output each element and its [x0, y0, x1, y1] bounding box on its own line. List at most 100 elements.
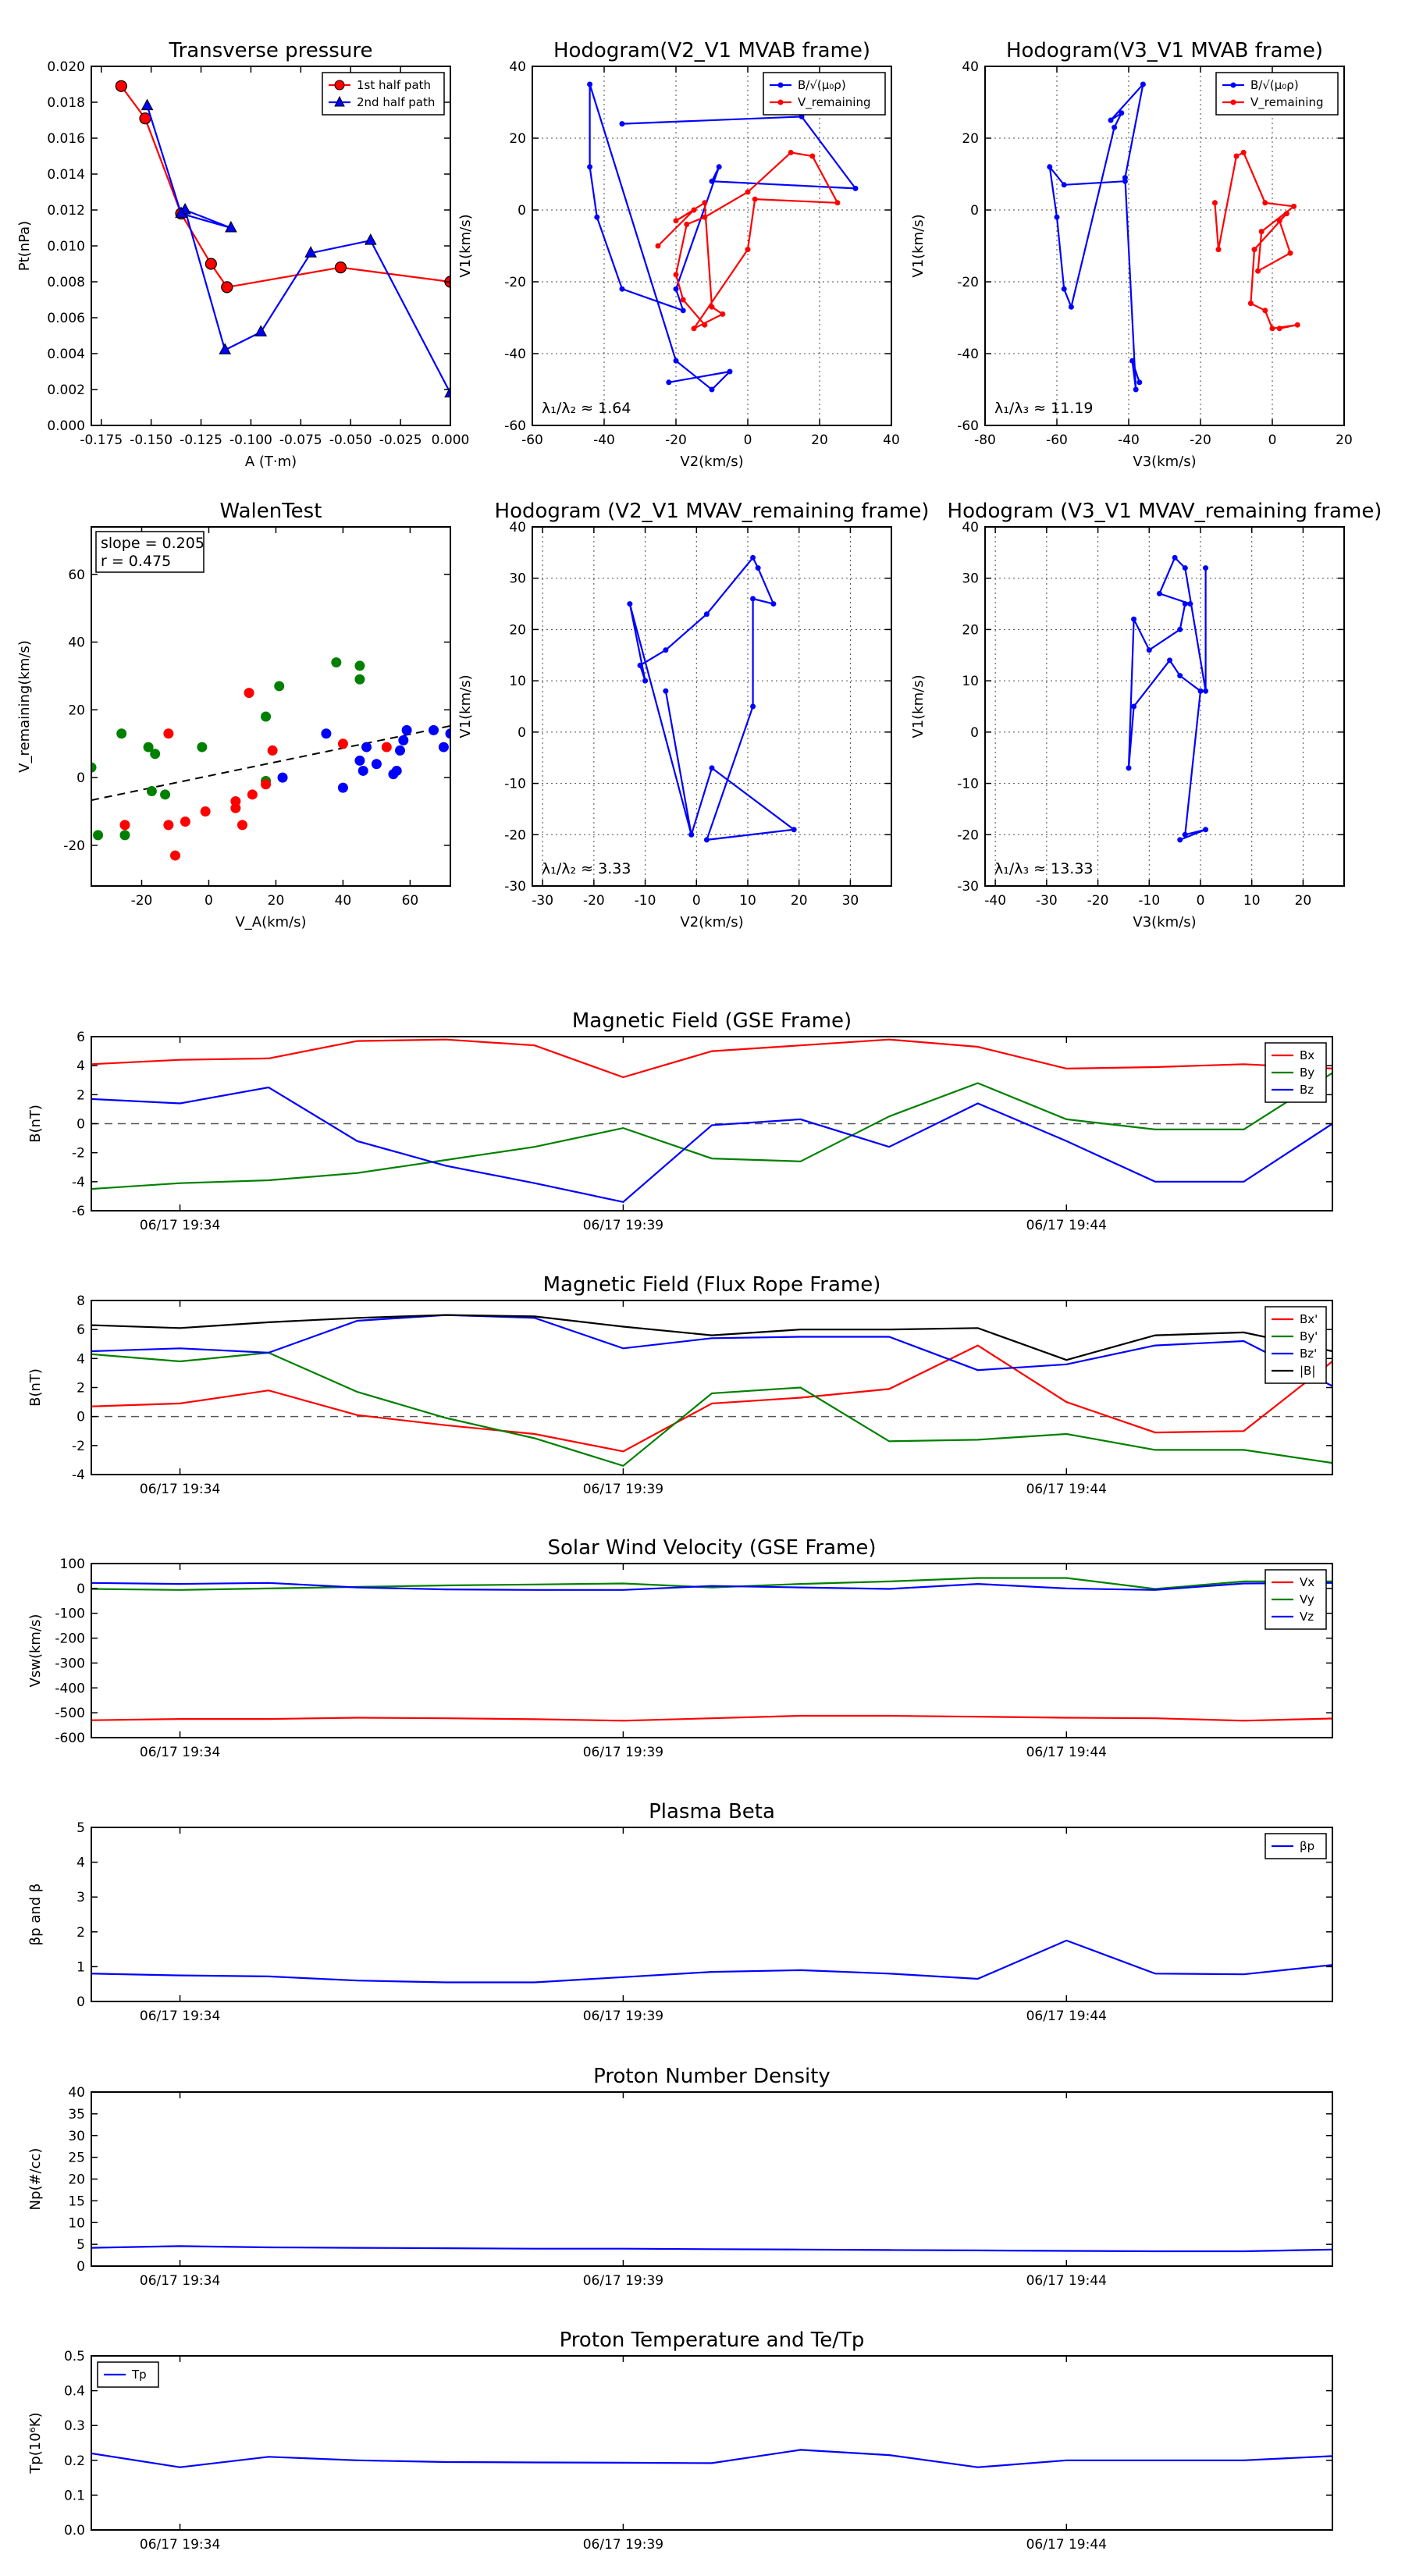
data-point	[254, 325, 268, 336]
data-point	[1262, 200, 1268, 206]
data-point	[684, 221, 690, 227]
series-v-remaining-line	[1214, 151, 1298, 330]
y-tick-label: 20	[509, 622, 526, 638]
data-point	[673, 218, 679, 224]
chart-title: Hodogram (V2_V1 MVAV_remaining frame)	[495, 500, 930, 523]
plot-frame	[91, 2355, 1333, 2531]
x-tick-label: -20	[583, 893, 605, 909]
data-point	[663, 688, 669, 694]
x-tick-label: 0	[1197, 893, 1205, 909]
data-point	[163, 820, 174, 831]
data-point	[395, 745, 406, 756]
legend-label: V_remaining	[798, 95, 871, 110]
data-point	[702, 214, 708, 220]
y-tick-label: 0.020	[47, 59, 85, 75]
y-tick-label: -4	[72, 1468, 85, 1483]
data-point	[143, 742, 154, 753]
data-point	[1182, 831, 1188, 838]
data-point	[1258, 229, 1264, 235]
x-tick-label: 0	[692, 893, 701, 909]
data-point	[750, 596, 756, 602]
stats-text: slope = 0.205	[101, 535, 205, 552]
y-tick-label: -100	[55, 1606, 85, 1622]
legend-label: V_remaining	[1250, 95, 1324, 110]
y-tick-label: 0.5	[64, 2349, 85, 2364]
x-tick-label: 20	[791, 893, 808, 909]
y-tick-label: 0.018	[47, 95, 85, 111]
data-point	[237, 820, 247, 831]
plot-frame	[984, 66, 1345, 426]
data-point	[750, 554, 756, 560]
data-point	[619, 121, 625, 127]
data-point	[587, 81, 593, 87]
y-tick-label: 20	[962, 622, 979, 638]
data-point	[205, 258, 217, 270]
x-tick-label: 40	[335, 893, 352, 909]
series--b--line	[91, 1314, 1332, 1361]
x-tick-label: 06/17 19:44	[1026, 1218, 1107, 1233]
legend-marker	[1230, 99, 1236, 105]
x-tick-label: 06/17 19:34	[140, 2008, 220, 2024]
y-axis-label: B(nT)	[27, 1105, 44, 1143]
data-point	[445, 728, 450, 739]
data-point	[637, 662, 643, 668]
legend-marker	[334, 80, 345, 91]
chart-title: Proton Temperature and Te/Tp	[560, 2329, 865, 2352]
y-axis-label: Tp(10⁶K)	[27, 2412, 44, 2474]
plot-area	[115, 80, 450, 398]
y-tick-label: -20	[957, 275, 979, 290]
data-point	[221, 281, 233, 294]
data-point	[727, 368, 733, 375]
data-point	[1197, 688, 1204, 694]
x-tick-label: -0.125	[180, 432, 222, 448]
plot-frame	[91, 1563, 1333, 1738]
chart-proton-temperature: Proton Temperature and Te/Tp 06/17 19:34 0…	[27, 2329, 1333, 2553]
data-point	[261, 779, 272, 790]
data-point	[1146, 647, 1152, 653]
y-tick-label: 2	[76, 1381, 85, 1397]
plot-area	[627, 554, 797, 843]
y-tick-label: -60	[504, 418, 526, 434]
x-axis-label: V_A(km/s)	[235, 914, 306, 930]
data-point	[1156, 590, 1162, 596]
chart-solar-wind-velocity: Solar Wind Velocity (GSE Frame) 06/17 19:…	[27, 1536, 1333, 1760]
y-tick-label: 60	[68, 568, 85, 583]
y-tick-label: 20	[962, 131, 979, 147]
data-point	[1233, 153, 1240, 159]
data-point	[1061, 182, 1067, 188]
x-tick-label: 06/17 19:44	[1026, 2273, 1107, 2289]
series-by--line	[91, 1351, 1332, 1468]
data-point	[146, 785, 157, 796]
data-point	[1251, 247, 1257, 253]
chart-hodogram-v3-v1-mvab: Hodogram(V3_V1 MVAB frame)-80 -60 -40 -20 0 2…	[910, 39, 1353, 470]
y-tick-label: 6	[76, 1322, 85, 1338]
y-tick-label: 5	[76, 1820, 85, 1836]
data-point	[116, 728, 127, 739]
series-bz-line	[91, 1086, 1332, 1203]
chart-transverse-pressure: Transverse pressure -0.175 -0.150 -0.125 -0.…	[16, 39, 469, 470]
chart-hodogram-v3-v1-mvav: Hodogram (V3_V1 MVAV_remaining frame) -40…	[910, 500, 1382, 930]
y-tick-label: 4	[76, 1351, 85, 1367]
y-tick-label: 0.008	[47, 275, 85, 290]
x-tick-label: -40	[593, 432, 615, 448]
data-point	[429, 724, 439, 735]
y-tick-label: 0	[518, 725, 526, 741]
legend: Bx' By' Bz' |B|	[1264, 1306, 1327, 1384]
data-point	[709, 304, 715, 310]
data-point	[1203, 688, 1209, 694]
x-tick-label: 06/17 19:44	[1026, 1482, 1107, 1497]
y-axis-label: Np(#/cc)	[27, 2148, 44, 2211]
plot-frame	[91, 2091, 1333, 2267]
legend-label: Bx	[1300, 1048, 1314, 1062]
data-point	[720, 311, 726, 317]
chart-title: WalenTest	[220, 500, 322, 523]
y-tick-label: 10	[509, 674, 526, 689]
plot-frame	[532, 66, 892, 426]
y-tick-label: 40	[509, 520, 526, 535]
x-tick-label: -0.050	[329, 432, 372, 448]
data-point	[673, 358, 679, 364]
data-point	[703, 611, 710, 617]
legend: Bx By Bz	[1264, 1042, 1327, 1103]
data-point	[642, 678, 649, 684]
y-tick-label: 0	[76, 1582, 85, 1597]
